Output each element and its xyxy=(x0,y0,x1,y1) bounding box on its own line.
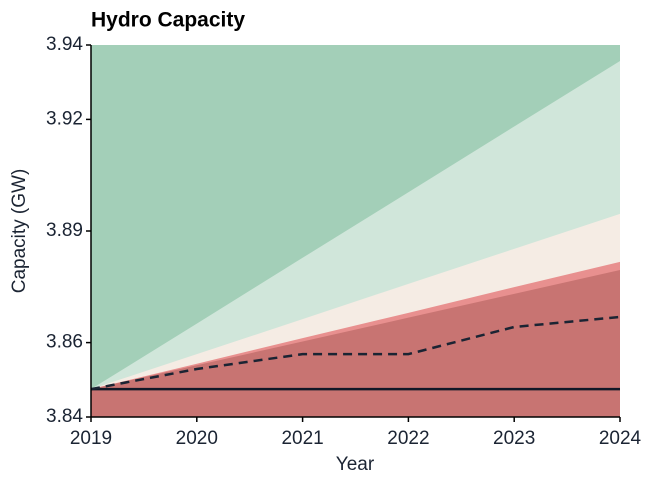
x-tick-label: 2023 xyxy=(493,428,535,449)
y-tick-label: 3.92 xyxy=(46,108,83,129)
x-tick-label: 2019 xyxy=(70,428,112,449)
x-tick-label: 2024 xyxy=(599,428,642,449)
chart-title: Hydro Capacity xyxy=(91,9,245,32)
y-tick-label: 3.94 xyxy=(46,34,83,55)
x-axis-label: Year xyxy=(336,454,375,475)
y-axis-label: Capacity (GW) xyxy=(9,169,30,294)
band-area xyxy=(91,270,620,417)
x-tick-label: 2021 xyxy=(281,428,323,449)
x-tick-label: 2022 xyxy=(387,428,429,449)
plot-area xyxy=(91,45,620,417)
y-tick-label: 3.86 xyxy=(46,332,83,353)
y-tick-label: 3.89 xyxy=(46,220,83,241)
y-tick-label: 3.84 xyxy=(46,406,83,427)
x-tick-label: 2020 xyxy=(176,428,218,449)
